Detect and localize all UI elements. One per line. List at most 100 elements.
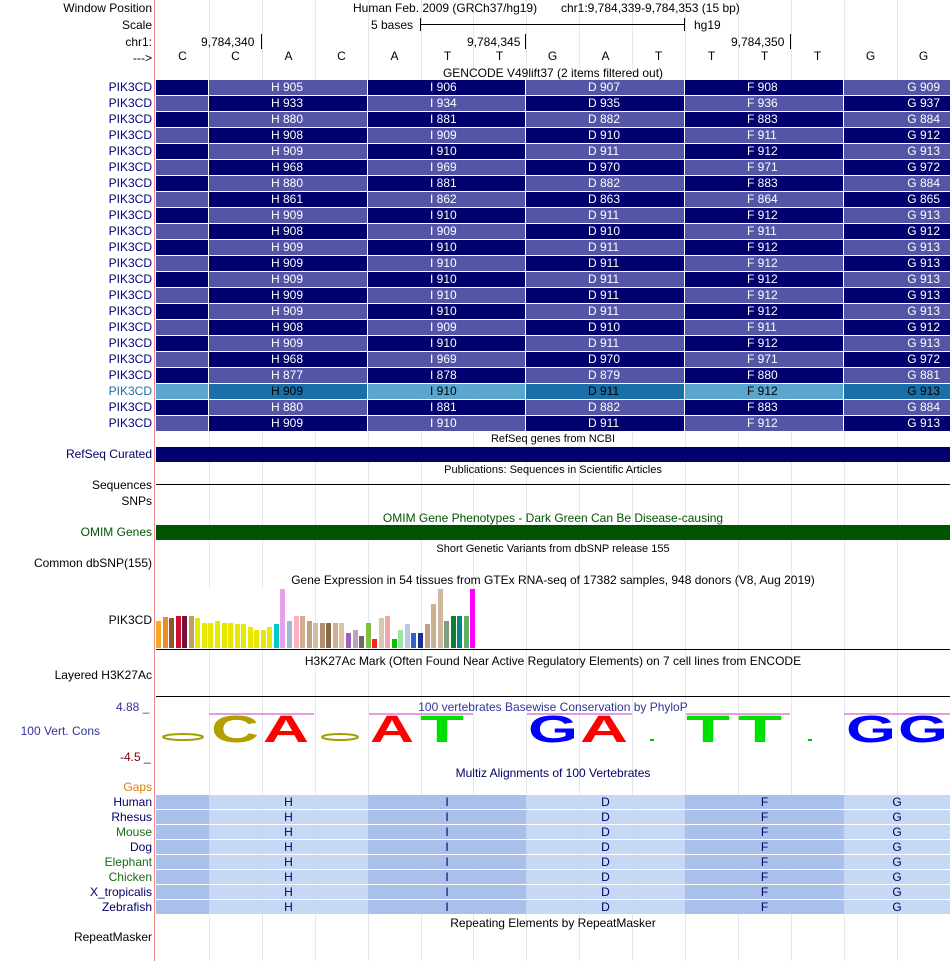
alignment-cell[interactable]: H — [209, 810, 368, 824]
gencode-codon[interactable] — [156, 368, 208, 383]
repeatmasker-title[interactable]: Repeating Elements by RepeatMasker — [450, 916, 656, 930]
gtex-tissue-bar[interactable] — [425, 624, 430, 648]
gtex-tissue-bar[interactable] — [313, 623, 318, 648]
gencode-codon[interactable] — [156, 112, 208, 127]
gencode-codon[interactable]: H 861 — [209, 192, 367, 207]
gencode-codon[interactable]: D 879 — [526, 368, 684, 383]
alignment-cell[interactable]: F — [685, 825, 844, 839]
gencode-codon[interactable]: G 913 — [844, 208, 950, 223]
gencode-codon[interactable]: I 881 — [368, 176, 525, 191]
gencode-codon[interactable]: D 863 — [526, 192, 684, 207]
gencode-codon[interactable]: F 883 — [685, 112, 843, 127]
gencode-codon[interactable]: D 911 — [526, 288, 684, 303]
gtex-tissue-bar[interactable] — [464, 616, 469, 648]
gencode-codon[interactable]: F 912 — [685, 272, 843, 287]
alignment-cell[interactable]: I — [368, 855, 526, 869]
gencode-row-label[interactable]: PIK3CD — [108, 192, 152, 206]
gtex-tissue-bar[interactable] — [333, 623, 338, 648]
gencode-row-label[interactable]: PIK3CD — [108, 144, 152, 158]
alignment-cell[interactable]: G — [844, 795, 950, 809]
gencode-codon[interactable]: I 881 — [368, 400, 525, 415]
multiz-title[interactable]: Multiz Alignments of 100 Vertebrates — [455, 766, 651, 780]
gencode-codon[interactable]: F 971 — [685, 352, 843, 367]
alignment-cell[interactable]: H — [209, 855, 368, 869]
gtex-tissue-bar[interactable] — [254, 630, 259, 648]
gencode-codon[interactable] — [156, 304, 208, 319]
gencode-codon[interactable]: F 912 — [685, 416, 843, 431]
gencode-codon[interactable]: I 910 — [368, 304, 525, 319]
gencode-row-label[interactable]: PIK3CD — [108, 288, 152, 302]
gtex-tissue-bar[interactable] — [339, 623, 344, 648]
gencode-codon[interactable]: D 910 — [526, 128, 684, 143]
alignment-cell[interactable]: F — [685, 870, 844, 884]
gencode-codon[interactable]: D 910 — [526, 320, 684, 335]
gtex-tissue-bar[interactable] — [163, 617, 168, 648]
gencode-codon[interactable]: D 970 — [526, 160, 684, 175]
alignment-cell[interactable] — [156, 855, 209, 869]
gencode-codon[interactable] — [156, 160, 208, 175]
species-label[interactable]: Chicken — [108, 870, 152, 884]
gencode-codon[interactable] — [156, 384, 208, 399]
gencode-codon[interactable]: H 968 — [209, 160, 367, 175]
gtex-tissue-bar[interactable] — [326, 623, 331, 648]
gencode-row-label[interactable]: PIK3CD — [108, 352, 152, 366]
gtex-tissue-bar[interactable] — [235, 624, 240, 648]
alignment-cell[interactable]: I — [368, 870, 526, 884]
gencode-row-label[interactable]: PIK3CD — [108, 272, 152, 286]
alignment-cell[interactable]: F — [685, 810, 844, 824]
gencode-row-label[interactable]: PIK3CD — [108, 320, 152, 334]
gencode-codon[interactable]: I 909 — [368, 128, 525, 143]
alignment-cell[interactable]: H — [209, 840, 368, 854]
gtex-tissue-bar[interactable] — [248, 627, 253, 648]
gencode-row-label[interactable]: PIK3CD — [108, 208, 152, 222]
h3k27ac-title[interactable]: H3K27Ac Mark (Often Found Near Active Re… — [304, 654, 802, 668]
gencode-codon[interactable]: H 909 — [209, 144, 367, 159]
alignment-cell[interactable]: H — [209, 900, 368, 914]
gtex-tissue-bar[interactable] — [300, 616, 305, 648]
gencode-codon[interactable]: I 910 — [368, 272, 525, 287]
alignment-cell[interactable]: D — [526, 840, 685, 854]
alignment-cell[interactable]: G — [844, 870, 950, 884]
gtex-tissue-bar[interactable] — [444, 621, 449, 648]
gencode-codon[interactable] — [156, 352, 208, 367]
alignment-cell[interactable]: F — [685, 885, 844, 899]
gtex-tissue-bar[interactable] — [208, 623, 213, 648]
gtex-tissue-bar[interactable] — [202, 623, 207, 648]
alignment-cell[interactable]: G — [844, 840, 950, 854]
gencode-row-label[interactable]: PIK3CD — [108, 240, 152, 254]
species-label[interactable]: Mouse — [115, 825, 152, 839]
gencode-codon[interactable] — [156, 80, 208, 95]
gencode-codon[interactable]: H 909 — [209, 272, 367, 287]
gtex-tissue-bar[interactable] — [359, 636, 364, 648]
gaps-label[interactable]: Gaps — [123, 780, 152, 794]
gencode-row-label[interactable]: PIK3CD — [108, 384, 152, 398]
gtex-tissue-bar[interactable] — [470, 589, 475, 648]
gencode-codon[interactable]: G 913 — [844, 272, 950, 287]
gencode-codon[interactable] — [156, 240, 208, 255]
gencode-codon[interactable]: F 883 — [685, 400, 843, 415]
gencode-codon[interactable]: H 880 — [209, 176, 367, 191]
gencode-row-label[interactable]: PIK3CD — [108, 112, 152, 126]
publications-title[interactable]: Publications: Sequences in Scientific Ar… — [444, 464, 662, 476]
alignment-cell[interactable]: F — [685, 795, 844, 809]
gencode-codon[interactable]: G 884 — [844, 400, 950, 415]
gtex-tissue-bar[interactable] — [405, 624, 410, 648]
gencode-row-label[interactable]: PIK3CD — [108, 304, 152, 318]
gtex-tissue-bar[interactable] — [307, 621, 312, 648]
alignment-cell[interactable]: F — [685, 840, 844, 854]
gtex-tissue-bar[interactable] — [280, 589, 285, 648]
gencode-codon[interactable]: H 877 — [209, 368, 367, 383]
gencode-codon[interactable]: F 883 — [685, 176, 843, 191]
gtex-tissue-bar[interactable] — [346, 633, 351, 648]
gtex-tissue-bar[interactable] — [385, 616, 390, 648]
gencode-codon[interactable]: H 909 — [209, 336, 367, 351]
gencode-codon[interactable]: H 933 — [209, 96, 367, 111]
gencode-codon[interactable]: I 878 — [368, 368, 525, 383]
gtex-tissue-bar[interactable] — [366, 623, 371, 648]
gencode-codon[interactable]: D 911 — [526, 272, 684, 287]
gencode-codon[interactable]: I 910 — [368, 288, 525, 303]
alignment-cell[interactable]: H — [209, 825, 368, 839]
gtex-tissue-bar[interactable] — [411, 633, 416, 648]
gencode-codon[interactable]: G 913 — [844, 144, 950, 159]
gtex-tissue-bar[interactable] — [215, 621, 220, 648]
